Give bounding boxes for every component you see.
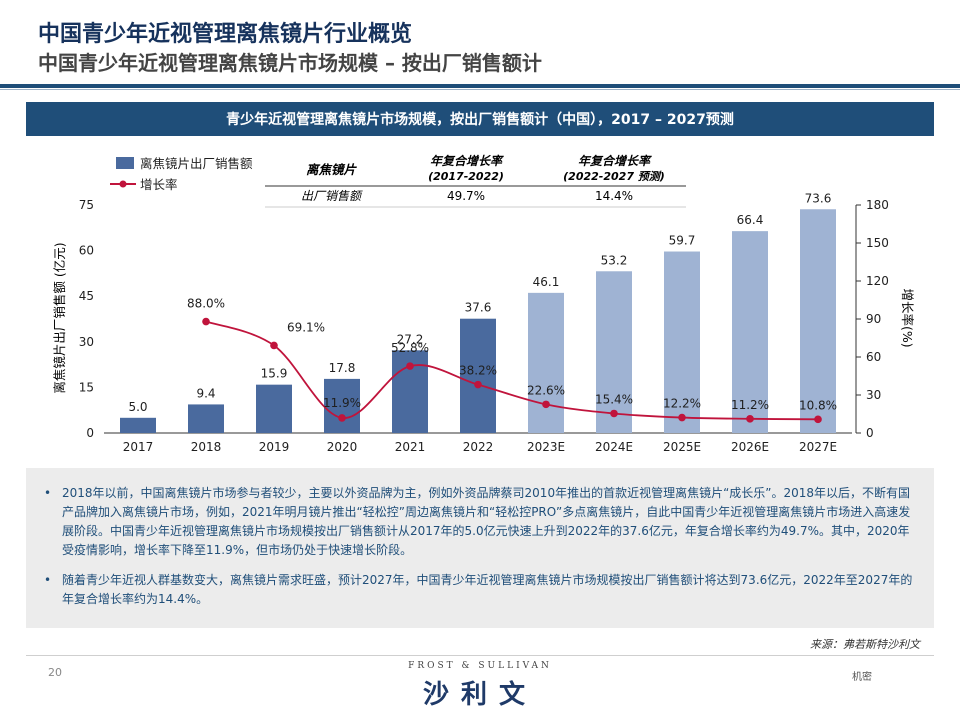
cagr-row-label: 出厂销售额 <box>301 189 363 203</box>
brand-logo-cn: 沙利文 <box>422 680 537 710</box>
y2-tick-label: 120 <box>866 274 889 288</box>
x-tick-label: 2026E <box>731 440 769 454</box>
growth-rate-point <box>678 413 686 422</box>
cagr-row-value-2: 14.4% <box>595 189 633 203</box>
header-divider-thin <box>0 89 960 90</box>
x-tick-label: 2024E <box>595 440 633 454</box>
legend-line-marker <box>119 180 127 188</box>
bar-value-label: 9.4 <box>196 386 215 400</box>
bar-value-label: 27.2 <box>397 332 424 346</box>
growth-rate-point <box>202 317 210 326</box>
x-tick-label: 2021 <box>395 440 426 454</box>
y-tick-label: 45 <box>79 289 94 303</box>
growth-rate-point <box>610 409 618 418</box>
x-tick-label: 2023E <box>527 440 565 454</box>
growth-rate-label: 38.2% <box>459 364 497 378</box>
x-tick-label: 2018 <box>191 440 222 454</box>
y2-tick-label: 90 <box>866 312 881 326</box>
source-note: 来源：弗若斯特沙利文 <box>810 638 920 651</box>
x-tick-label: 2019 <box>259 440 290 454</box>
y-axis-title: 离焦镜片出厂销售额 (亿元) <box>52 242 67 393</box>
bar-value-label: 5.0 <box>128 400 147 414</box>
bar <box>460 318 496 433</box>
growth-rate-point <box>338 414 346 422</box>
bullet-dot: • <box>44 573 52 587</box>
bar-value-label: 17.8 <box>329 361 356 375</box>
bar <box>188 404 224 433</box>
bar-value-label: 73.6 <box>805 191 832 205</box>
growth-rate-label: 52.8% <box>391 341 429 355</box>
y-tick-label: 15 <box>79 380 94 394</box>
y2-tick-label: 180 <box>866 198 889 212</box>
growth-rate-label: 15.4% <box>595 392 633 406</box>
bullet-dot: • <box>44 486 52 500</box>
bar-value-label: 15.9 <box>261 367 288 381</box>
y2-axis-title: 增长率(%) <box>900 288 915 347</box>
page-number: 20 <box>48 666 62 679</box>
y-tick-label: 75 <box>79 198 94 212</box>
bar <box>528 292 564 433</box>
growth-rate-label: 88.0% <box>187 297 225 311</box>
growth-rate-point <box>270 341 278 350</box>
bar-value-label: 46.1 <box>533 275 560 289</box>
bullet-1: • 2018年以前，中国离焦镜片市场参与者较少，主要以外资品牌为主，例如外资品牌… <box>44 484 920 560</box>
x-tick-label: 2027E <box>799 440 837 454</box>
legend-line-label: 增长率 <box>140 177 178 192</box>
growth-rate-point <box>474 380 482 389</box>
growth-rate-label: 22.6% <box>527 383 565 397</box>
y2-tick-label: 30 <box>866 388 881 402</box>
bar <box>732 231 768 433</box>
y-tick-label: 60 <box>79 244 94 258</box>
bullet-2-text: 随着青少年近视人群基数变大，离焦镜片需求旺盛，预计2027年，中国青少年近视管理… <box>62 573 913 606</box>
brand-logo-en: FROST & SULLIVAN <box>408 661 552 671</box>
x-tick-label: 2025E <box>663 440 701 454</box>
cagr-header-1-sub: (2017-2022) <box>428 170 504 183</box>
growth-rate-line <box>205 320 819 421</box>
commentary-panel: • 2018年以前，中国离焦镜片市场参与者较少，主要以外资品牌为主，例如外资品牌… <box>26 468 934 628</box>
cagr-header-2-sub: (2022-2027 预测) <box>563 170 665 183</box>
y2-tick-label: 0 <box>866 426 874 440</box>
cagr-row-value-1: 49.7% <box>447 189 485 203</box>
bar <box>664 251 700 433</box>
growth-rate-point <box>746 415 754 423</box>
page-subtitle: 中国青少年近视管理离焦镜片市场规模 – 按出厂销售额计 <box>38 51 542 75</box>
bar-value-label: 59.7 <box>669 234 696 248</box>
header-divider <box>0 84 960 88</box>
confidential-label: 机密 <box>852 672 872 683</box>
legend-bar-label: 离焦镜片出厂销售额 <box>140 156 253 171</box>
growth-rate-label: 10.8% <box>799 398 837 412</box>
footer-divider <box>26 655 934 656</box>
cagr-header-2: 年复合增长率 <box>578 154 652 168</box>
growth-rate-label: 11.9% <box>323 396 361 410</box>
bar <box>324 378 360 433</box>
growth-rate-label: 69.1% <box>287 320 325 334</box>
y-tick-label: 0 <box>86 426 94 440</box>
bar <box>120 417 156 433</box>
bullet-2: • 随着青少年近视人群基数变大，离焦镜片需求旺盛，预计2027年，中国青少年近视… <box>44 571 920 609</box>
bar <box>596 271 632 433</box>
page-title: 中国青少年近视管理离焦镜片行业概览 <box>38 22 413 47</box>
bar <box>800 209 836 433</box>
market-size-chart: 离焦镜片出厂销售额 增长率 离焦镜片 年复合增长率 (2017-2022) 年复… <box>52 154 915 454</box>
y2-tick-label: 60 <box>866 350 881 364</box>
bar-value-label: 66.4 <box>737 213 764 227</box>
legend-bar-swatch <box>116 157 134 169</box>
x-tick-label: 2022 <box>463 440 494 454</box>
bar-value-label: 53.2 <box>601 253 628 267</box>
chart-banner: 青少年近视管理离焦镜片市场规模，按出厂销售额计（中国），2017 – 2027预… <box>26 102 934 136</box>
bar-value-label: 37.6 <box>465 301 492 315</box>
bar <box>256 384 292 433</box>
bullet-1-text: 2018年以前，中国离焦镜片市场参与者较少，主要以外资品牌为主，例如外资品牌蔡司… <box>62 486 911 557</box>
growth-rate-point <box>814 415 822 424</box>
growth-rate-label: 12.2% <box>663 397 701 411</box>
cagr-header-1: 年复合增长率 <box>430 154 504 168</box>
x-tick-label: 2020 <box>327 440 358 454</box>
y-tick-label: 30 <box>79 335 94 349</box>
growth-rate-label: 11.2% <box>731 398 769 412</box>
cagr-header-name: 离焦镜片 <box>306 162 358 177</box>
growth-rate-point <box>542 400 550 409</box>
x-tick-label: 2017 <box>123 440 154 454</box>
y2-tick-label: 150 <box>866 236 889 250</box>
growth-rate-point <box>406 362 414 370</box>
